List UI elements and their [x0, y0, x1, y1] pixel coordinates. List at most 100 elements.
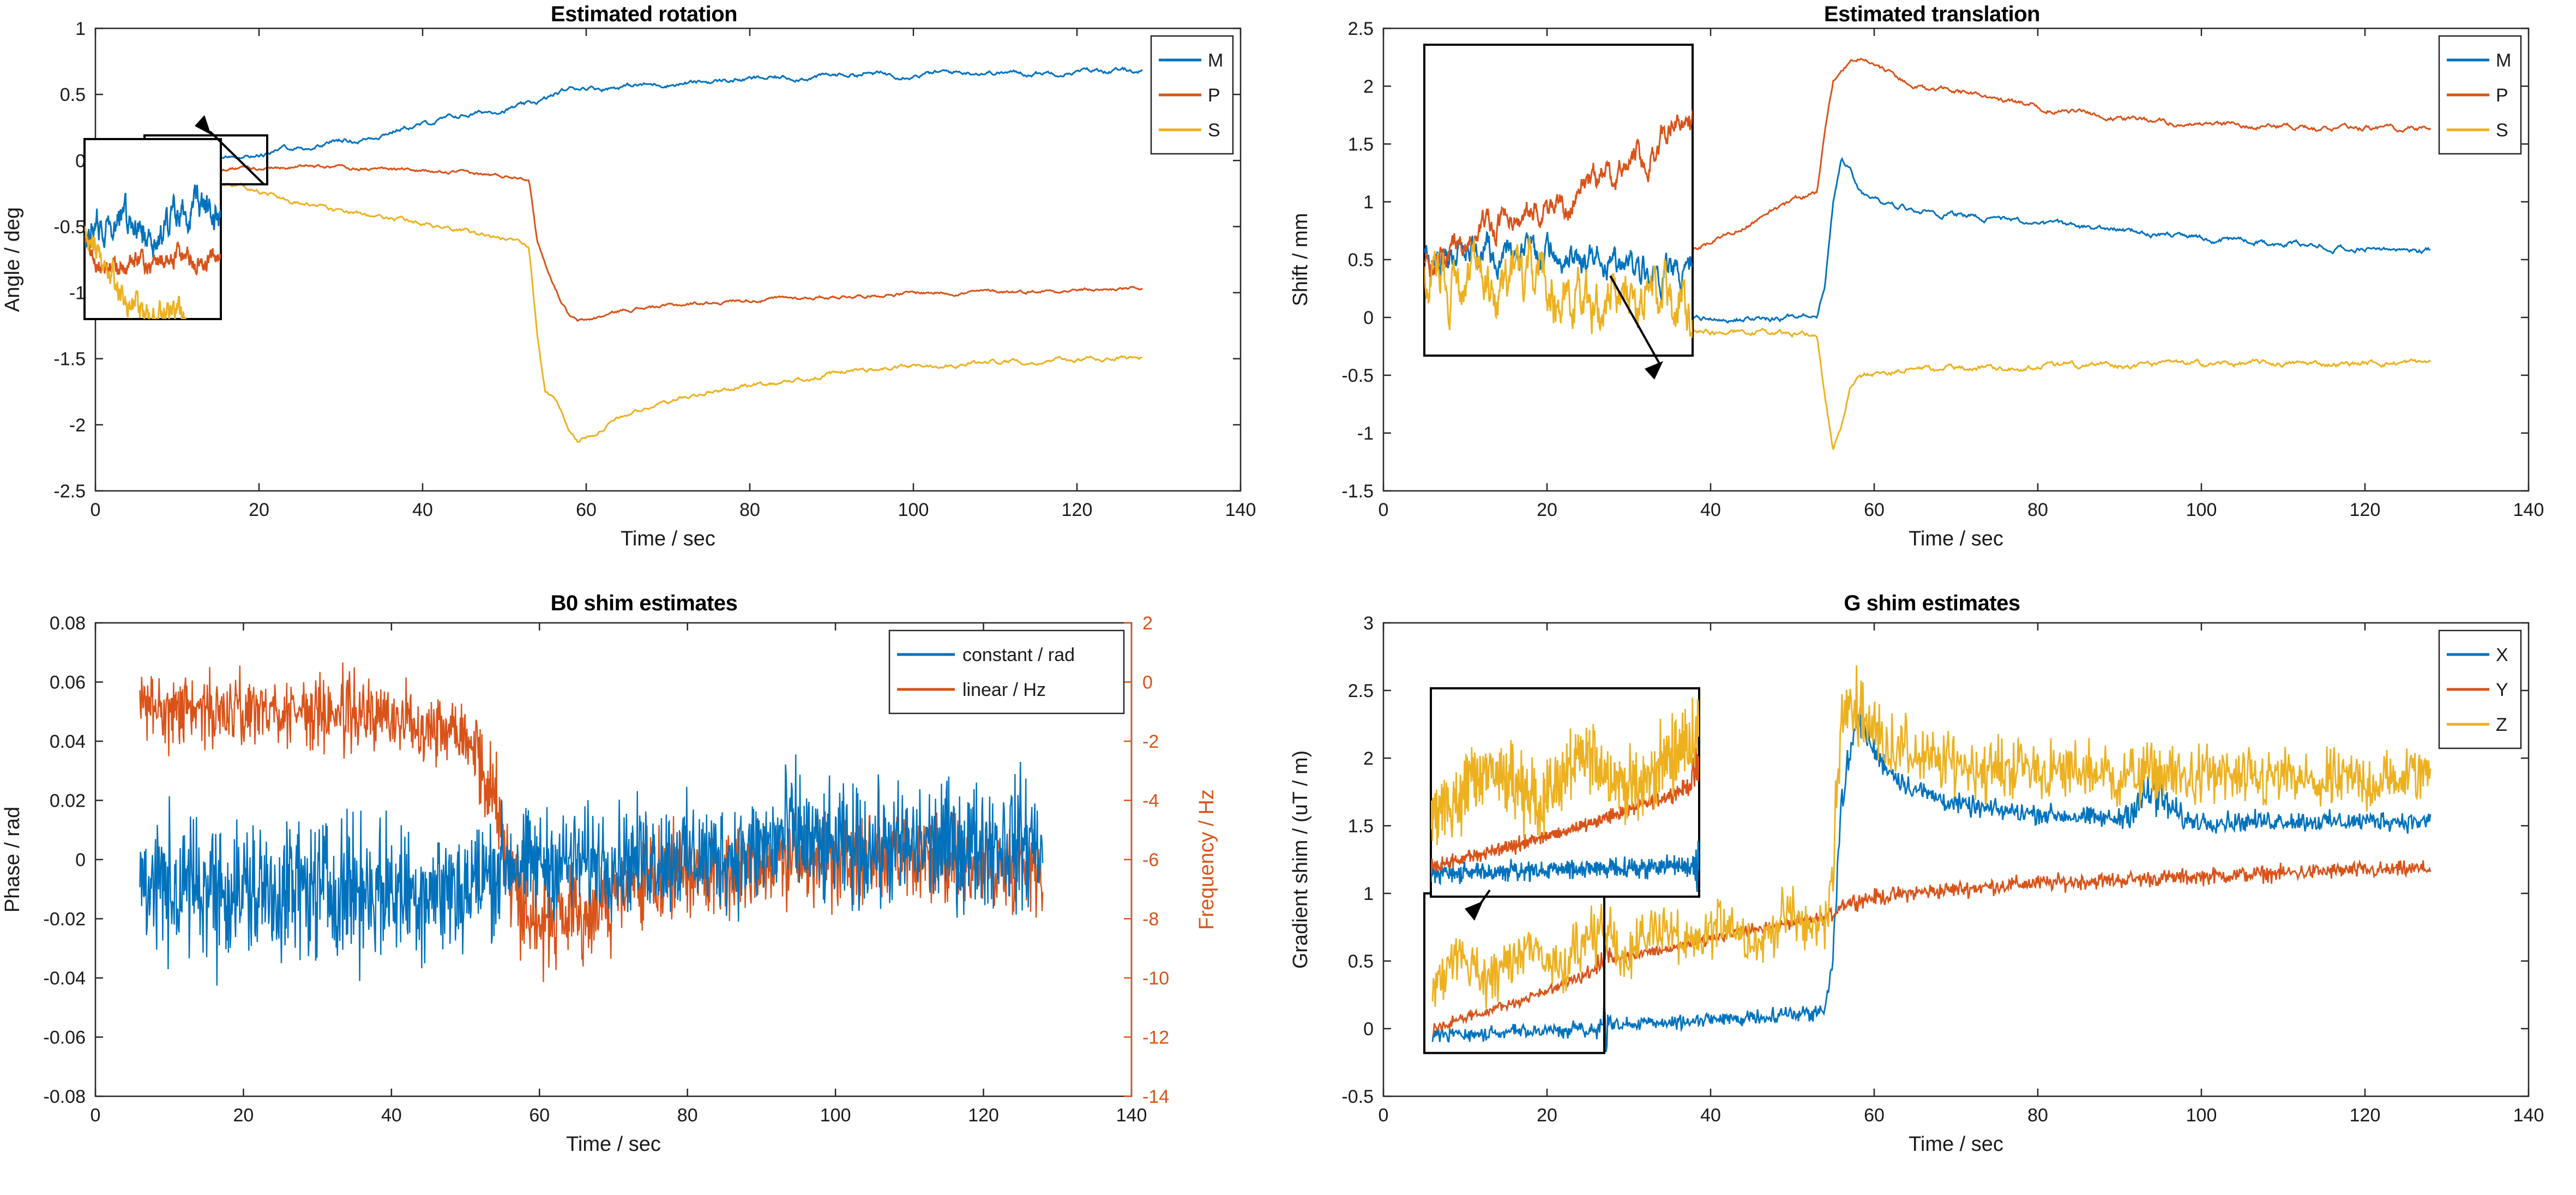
y-tick-label: -0.02	[44, 909, 86, 930]
plot-rotation: 0 20 40 60 80 100 120 140 -2.5 -2 -1.5 -1 -0.5 0 0.5 1 T…	[0, 0, 1288, 589]
inset-series-S	[1424, 237, 1693, 338]
legend-label: S	[2496, 120, 2508, 141]
series-line-X	[1431, 706, 2431, 1053]
legend-label: linear / Hz	[962, 680, 1046, 700]
x-tick-label: 20	[1537, 500, 1557, 520]
y-axis-label: Angle / deg	[1, 207, 24, 312]
inset-series-M	[1424, 231, 1693, 301]
x-tick-label: 80	[739, 500, 760, 520]
inset-series-P	[1424, 110, 1693, 278]
y-tick-label-right: -10	[1142, 968, 1169, 989]
panel-b0-shim-estimates: B0 shim estimates 0 20 40 60 80 100 120 140 -0.0…	[0, 589, 1288, 1195]
panel-estimated-rotation: Estimated rotation 0 20 40 60 80 100 120 140 -2.…	[0, 0, 1288, 589]
legend-label: Z	[2496, 714, 2507, 735]
y-tick-label-right: -6	[1142, 850, 1159, 870]
y-tick-label: 2.5	[1348, 681, 1374, 701]
y-tick-label: 0	[75, 151, 86, 171]
y-tick-label: 0.5	[60, 85, 86, 105]
y-axis-label-right: Frequency / Hz	[1195, 789, 1218, 930]
series-line-constant	[139, 754, 1044, 986]
data-lines	[139, 662, 1044, 986]
x-tick-label: 20	[1537, 1105, 1557, 1126]
y-tick-label-right: 2	[1142, 613, 1153, 634]
series-line-Y	[1432, 859, 2431, 1036]
x-tick-label: 100	[820, 1105, 851, 1126]
panel-title-gshim: G shim estimates	[1844, 591, 2020, 615]
inset-panel	[83, 138, 222, 320]
x-tick-label: 140	[1225, 500, 1256, 520]
y-tick-label-right: -8	[1142, 909, 1159, 930]
y-tick-label: -0.04	[44, 968, 86, 989]
y-tick-label: 0	[75, 850, 86, 870]
legend: XYZ	[2438, 629, 2522, 749]
y-tick-label: 2	[1363, 76, 1374, 97]
inset-arrow	[195, 115, 265, 185]
y-tick-label: 0.02	[50, 791, 86, 812]
x-tick-label: 40	[1700, 1105, 1721, 1126]
axes-frame	[1382, 622, 2530, 1097]
y-tick-label: -1.5	[1341, 481, 1374, 502]
inset-arrow	[1609, 275, 1663, 380]
inset-series-X	[1431, 840, 1699, 892]
x-axis-label: Time / sec	[1909, 1133, 2003, 1156]
x-tick-label: 20	[249, 500, 269, 520]
y-axis-label: Shift / mm	[1289, 213, 1312, 306]
x-tick-label: 120	[2350, 1105, 2381, 1126]
x-tick-label: 80	[677, 1105, 698, 1126]
panel-title-translation: Estimated translation	[1823, 2, 2041, 26]
x-tick-label: 40	[381, 1105, 402, 1126]
y-tick-label: -0.5	[1341, 365, 1374, 386]
x-axis-label: Time / sec	[566, 1133, 661, 1156]
x-tick-label: 0	[1379, 1105, 1389, 1126]
inset-series-S	[85, 225, 186, 319]
inset-series-M	[85, 184, 221, 258]
legend-label: S	[1208, 120, 1220, 141]
x-tick-label: 80	[2027, 500, 2048, 520]
legend-label: M	[2496, 50, 2511, 71]
x-tick-label: 60	[1864, 1105, 1885, 1126]
x-axis-label: Time / sec	[1909, 527, 2003, 550]
y-tick-label: -1	[1357, 423, 1374, 444]
x-tick-label: 80	[2027, 1105, 2048, 1126]
y-tick-label: 0.5	[1348, 951, 1374, 972]
y-tick-label: -0.5	[53, 217, 86, 237]
plot-gshim: 0 20 40 60 80 100 120 140 -0.5 0 0.5 1 1.5 2 2.5 3 Time …	[1288, 589, 2576, 1195]
x-tick-label: 100	[898, 500, 929, 520]
x-tick-label: 60	[529, 1105, 550, 1126]
y-tick-label: -0.08	[44, 1086, 86, 1107]
y-tick-label: 1	[1363, 884, 1374, 904]
data-lines	[1431, 665, 2431, 1053]
panel-title-rotation: Estimated rotation	[550, 2, 738, 26]
y-tick-label-right: -12	[1142, 1028, 1169, 1048]
y-tick-label-right: -2	[1142, 731, 1159, 752]
x-tick-label: 140	[1116, 1105, 1147, 1126]
series-line-Z	[1431, 665, 2431, 1009]
y-tick-label: -0.06	[44, 1028, 86, 1048]
inset-series-Z	[1431, 698, 1699, 845]
y-tick-label: 0	[1363, 308, 1374, 328]
series-line-M	[144, 66, 1143, 167]
series-line-S	[144, 159, 1143, 443]
plot-translation: 0 20 40 60 80 100 120 140 -1.5 -1 -0.5 0 0.5 1 1.5 2 2.5…	[1288, 0, 2576, 589]
y-axis-label: Gradient shim / (uT / m)	[1289, 750, 1312, 969]
legend-label: constant / rad	[962, 645, 1075, 665]
y-tick-label: 1.5	[1348, 816, 1374, 837]
y-tick-label: 2.5	[1348, 19, 1374, 39]
y-tick-label: -2	[69, 415, 86, 436]
y-tick-label: 1	[1363, 192, 1374, 213]
y-tick-label: 1.5	[1348, 134, 1374, 155]
x-tick-label: 120	[968, 1105, 999, 1126]
panel-g-shim-estimates: G shim estimates 0 20 40 60 80 100 120 140 -0.5 0…	[1288, 589, 2576, 1195]
x-tick-label: 40	[1700, 500, 1721, 520]
y-tick-label: 1	[75, 19, 86, 39]
x-tick-label: 140	[2513, 1105, 2544, 1126]
plot-b0shim: 0 20 40 60 80 100 120 140 -0.08 -0.06 -0.04 -0.02 0 0…	[0, 589, 1288, 1195]
x-tick-label: 0	[1379, 500, 1389, 520]
x-tick-label: 100	[2186, 1105, 2217, 1126]
series-line-P	[144, 162, 1143, 322]
legend: constant / rad linear / Hz	[888, 629, 1125, 714]
y-tick-label: -2.5	[53, 481, 86, 502]
panel-title-b0shim: B0 shim estimates	[550, 591, 738, 615]
legend: MPS	[2438, 35, 2522, 155]
